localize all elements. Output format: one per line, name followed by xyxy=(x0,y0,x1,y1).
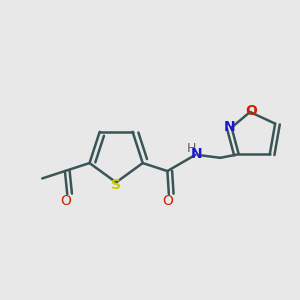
Text: H: H xyxy=(187,142,196,155)
Text: O: O xyxy=(163,194,173,208)
Text: S: S xyxy=(111,178,121,192)
Text: N: N xyxy=(190,147,202,161)
Text: O: O xyxy=(246,104,257,118)
Text: O: O xyxy=(60,194,71,208)
Text: N: N xyxy=(224,120,235,134)
